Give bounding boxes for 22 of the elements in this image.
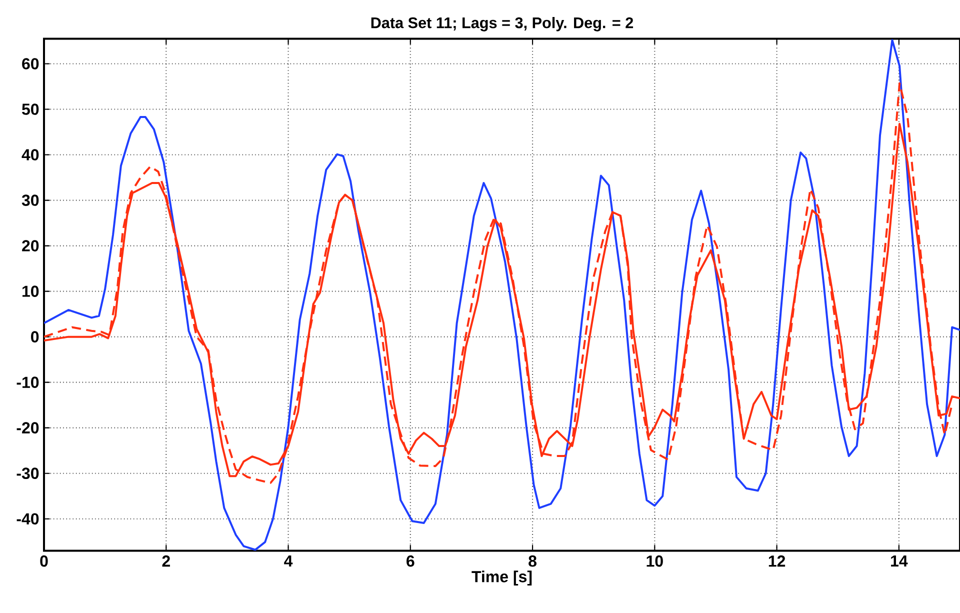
y-tick-label: 60: [22, 58, 39, 70]
y-tick-label: 30: [22, 194, 39, 206]
x-tick-label: 0: [40, 555, 48, 567]
x-tick-label: 6: [406, 555, 414, 567]
y-tick-label: -10: [16, 376, 39, 388]
y-tick-label: 0: [31, 331, 39, 342]
y-tick-label: -40: [16, 513, 39, 525]
y-tick-label: 10: [22, 286, 39, 297]
line-series: [44, 39, 960, 551]
y-tick-label: -30: [16, 468, 39, 480]
y-tick-label: 20: [22, 240, 39, 252]
chart-title: Data Set 11; Lags = 3, Poly. Deg. = 2: [371, 16, 634, 32]
x-tick-label: 8: [528, 555, 536, 567]
x-axis-title: Time [s]: [472, 570, 532, 586]
x-tick-label: 12: [768, 555, 786, 567]
x-tick-label: 10: [646, 555, 663, 567]
y-tick-label: -20: [16, 422, 39, 434]
x-tick-label: 2: [162, 555, 170, 567]
x-tick-label: 4: [284, 555, 293, 566]
x-tick-label: 14: [891, 555, 908, 566]
y-tick-label: 50: [22, 104, 39, 115]
y-tick-label: 40: [22, 149, 39, 160]
